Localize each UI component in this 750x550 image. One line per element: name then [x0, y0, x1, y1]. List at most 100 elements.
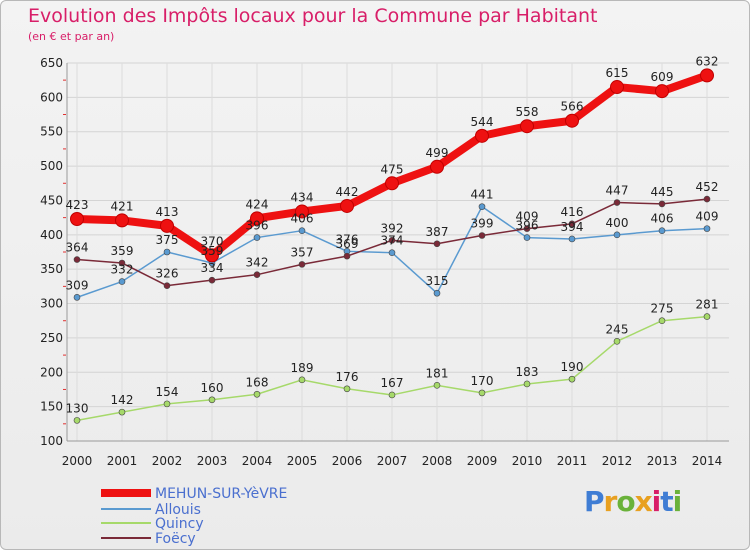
data-label-1: 359 [201, 244, 224, 258]
chart-subtitle: (en € et par an) [28, 30, 115, 43]
series-point-2 [118, 408, 126, 416]
data-label-3: 445 [651, 185, 674, 199]
data-label-1: 375 [156, 233, 179, 247]
y-tick-label: 100 [40, 434, 63, 448]
series-point-2 [523, 380, 531, 388]
series-point-2 [253, 390, 261, 398]
legend-label-0: MEHUN-SUR-YèVRE [155, 486, 287, 502]
series-point-0 [160, 218, 174, 233]
data-label-1: 400 [606, 216, 629, 230]
series-point-2 [658, 317, 666, 325]
series-point-1 [523, 234, 531, 241]
series-point-1 [73, 294, 81, 301]
data-label-2: 176 [336, 370, 359, 384]
y-tick-label: 650 [40, 56, 63, 70]
data-label-2: 170 [471, 374, 494, 388]
legend-label-3: Foëcy [155, 531, 196, 547]
data-label-1: 374 [381, 234, 404, 248]
y-tick-label: 250 [40, 331, 63, 345]
data-label-1: 406 [291, 212, 314, 226]
series-point-2 [343, 385, 351, 393]
y-tick-label: 400 [40, 228, 63, 242]
series-point-0 [340, 198, 354, 213]
series-point-0 [115, 213, 129, 228]
series-point-1 [163, 248, 171, 256]
series-point-2 [568, 375, 576, 383]
logo-letter: i [672, 485, 683, 518]
data-label-1: 396 [516, 219, 539, 233]
data-label-2: 168 [246, 375, 269, 389]
data-label-2: 189 [291, 361, 314, 375]
data-label-3: 447 [606, 184, 629, 198]
proxiti-logo: Proxiti [584, 485, 683, 518]
series-point-1 [118, 278, 126, 285]
series-point-0 [610, 80, 624, 95]
series-point-2 [163, 400, 171, 408]
data-label-3: 326 [156, 267, 179, 281]
data-label-3: 416 [561, 205, 584, 219]
data-label-layer: 309 332 375 359 396 406 376 374 315 441 396 394 400 4… [66, 54, 719, 415]
x-tick-label: 2006 [332, 454, 363, 468]
series-point-1 [433, 289, 441, 297]
x-tick-label: 2014 [692, 454, 723, 468]
data-label-3: 409 [516, 210, 539, 224]
series-point-2 [73, 417, 81, 424]
x-tick-label: 2007 [377, 454, 408, 468]
data-label-3: 334 [201, 261, 224, 275]
data-label-0: 609 [651, 70, 674, 84]
x-tick-label: 2009 [467, 454, 498, 468]
data-label-2: 183 [516, 365, 539, 379]
x-tick-label: 2013 [647, 454, 678, 468]
series-point-3 [658, 200, 666, 208]
logo-letter: o [616, 485, 635, 518]
series-point-2 [613, 338, 621, 345]
series-point-1 [478, 203, 486, 210]
x-tick-label: 2008 [422, 454, 453, 468]
data-label-0: 632 [696, 54, 719, 68]
series-point-2 [298, 376, 306, 384]
data-label-0: 370 [201, 234, 224, 248]
data-label-1: 309 [66, 278, 89, 292]
x-tick-label: 2000 [62, 454, 93, 468]
x-tick-label: 2004 [242, 454, 273, 468]
series-point-0 [385, 176, 399, 191]
series-point-2 [433, 382, 441, 389]
x-tick-label: 2011 [557, 454, 588, 468]
data-label-0: 558 [516, 105, 539, 119]
legend-label-2: Quincy [155, 516, 204, 532]
data-label-1: 406 [651, 212, 674, 226]
series-point-1 [388, 249, 396, 256]
y-tick-label: 150 [40, 400, 63, 414]
series-point-1 [703, 225, 711, 232]
data-label-2: 275 [651, 302, 674, 316]
data-label-0: 421 [111, 199, 134, 213]
data-label-1: 394 [561, 220, 584, 234]
y-tick-label: 350 [40, 262, 63, 276]
data-label-3: 452 [696, 180, 719, 194]
data-label-3: 369 [336, 237, 359, 251]
data-label-0: 442 [336, 185, 359, 199]
series-point-0 [295, 204, 309, 219]
series-point-3 [388, 237, 396, 244]
y-tick-label: 450 [40, 193, 63, 207]
series-point-3 [73, 256, 81, 263]
series-point-0 [70, 212, 84, 227]
data-label-2: 167 [381, 376, 404, 390]
series-point-3 [703, 195, 711, 203]
series-point-2 [703, 313, 711, 320]
logo-letter: P [584, 485, 605, 518]
y-tick-label: 300 [40, 297, 63, 311]
x-tick-label: 2001 [107, 454, 138, 468]
data-label-0: 566 [561, 100, 584, 114]
series-point-3 [208, 276, 216, 284]
data-label-3: 387 [426, 225, 449, 239]
y-tick-label: 550 [40, 125, 63, 139]
data-label-1: 315 [426, 274, 449, 288]
series-point-1 [568, 235, 576, 243]
data-label-0: 615 [606, 66, 629, 80]
data-label-2: 181 [426, 366, 449, 380]
data-label-3: 359 [111, 244, 134, 258]
data-label-0: 499 [426, 146, 449, 160]
series-point-2 [208, 396, 216, 404]
